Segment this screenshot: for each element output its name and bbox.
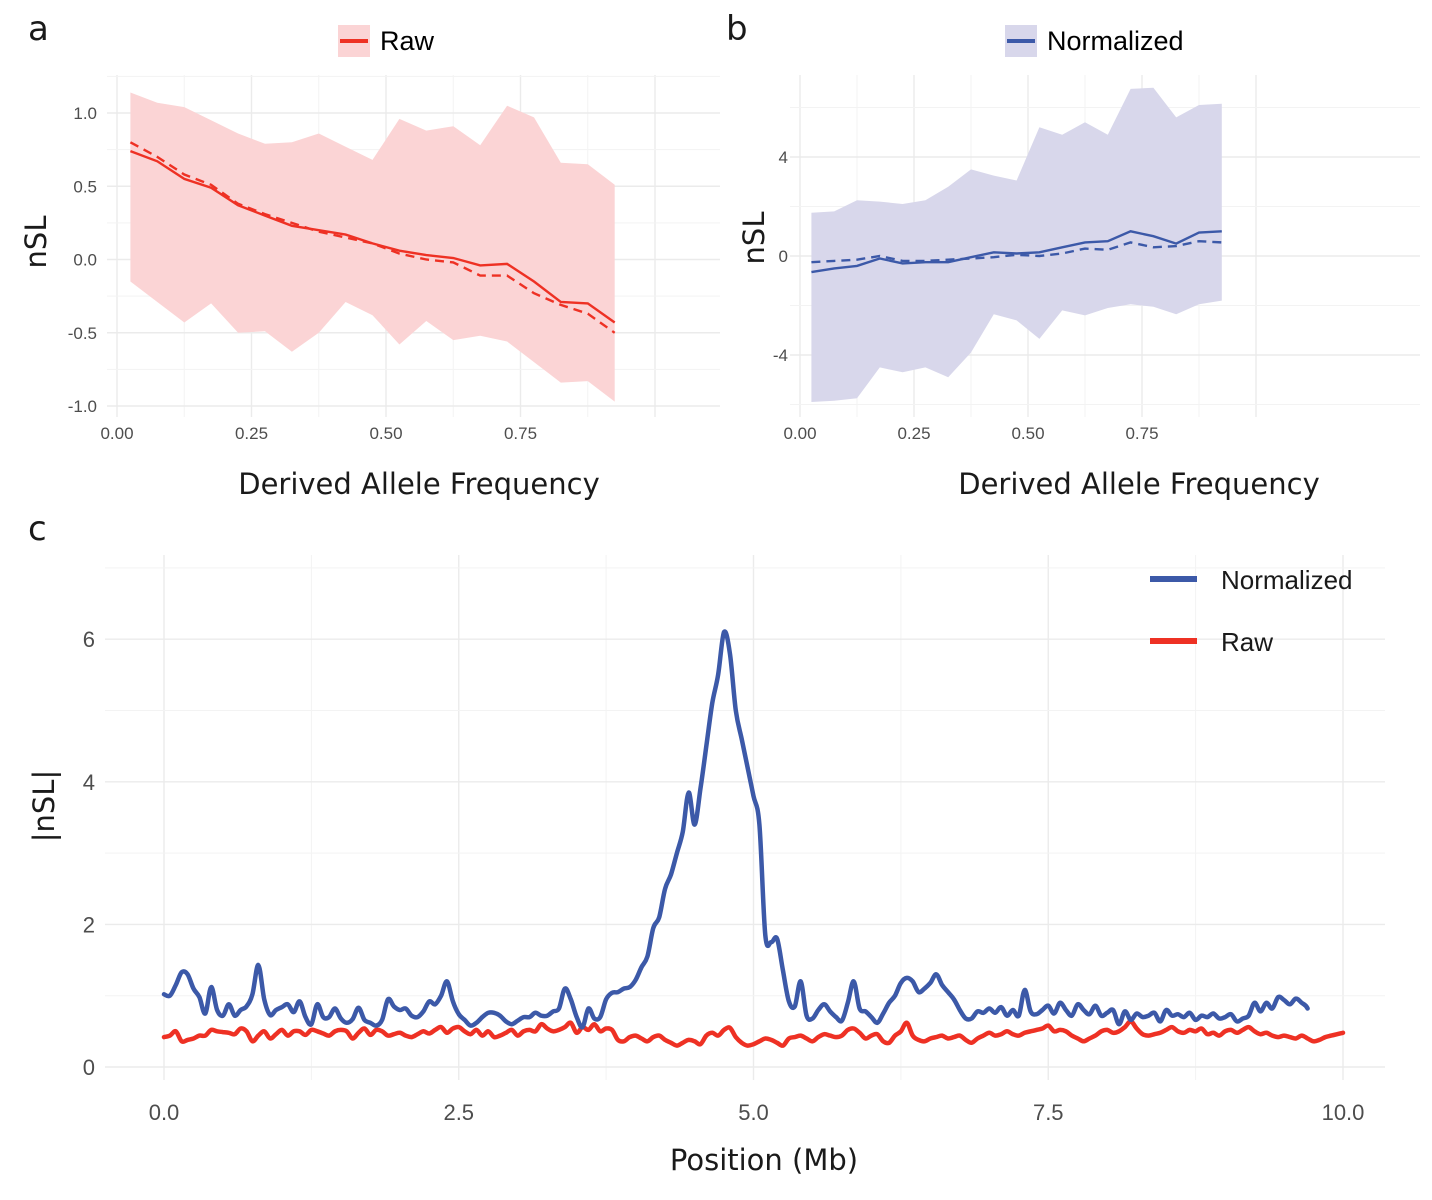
- y-tick-label: 0.0: [73, 251, 97, 270]
- panel-c-legend: Normalized Raw: [1150, 565, 1353, 657]
- x-tick-label: 0.25: [235, 424, 268, 443]
- panel-c-ticks: 0.0 2.5 5.0 7.5 10.0 6 4 2 0: [83, 627, 1365, 1125]
- raw-mean-line-solid: [129, 149, 616, 324]
- panel-b-label: b: [726, 9, 748, 49]
- x-tick-label: 0.25: [897, 424, 930, 443]
- x-tick-label: 0.00: [100, 424, 133, 443]
- y-tick-label: -0.5: [68, 324, 97, 343]
- panel-b: 0.00 0.25 0.50 0.75 4 0 -4 b Normalized Derive…: [726, 9, 1420, 501]
- y-tick-label: 1.0: [73, 104, 97, 123]
- panel-b-ticks: 0.00 0.25 0.50 0.75 4 0 -4: [773, 148, 1159, 443]
- normalized-series-line: [161, 629, 1310, 1030]
- x-tick-label: 0.00: [783, 424, 816, 443]
- y-tick-label: 0: [779, 247, 788, 266]
- panel-b-y-axis-title: nSL: [737, 212, 771, 265]
- x-tick-label: 0.50: [369, 424, 402, 443]
- y-tick-label: 4: [83, 770, 95, 795]
- x-tick-label: 5.0: [738, 1100, 769, 1125]
- panel-c-x-axis-title: Position (Mb): [670, 1143, 858, 1177]
- panel-a-marks: [129, 92, 616, 402]
- y-tick-label: 0: [83, 1055, 95, 1080]
- normalized-band: [811, 87, 1222, 402]
- panel-a-legend: Raw: [338, 25, 435, 57]
- panel-a: 0.00 0.25 0.50 0.751.00.50.0-0.5-1.0 a Raw …: [19, 9, 720, 501]
- x-tick-label: 0.75: [504, 424, 537, 443]
- y-tick-label: -4: [773, 346, 788, 365]
- panel-a-x-axis-title: Derived Allele Frequency: [238, 467, 600, 501]
- legend-label-raw-c: Raw: [1221, 627, 1273, 657]
- panel-a-ticks: 0.00 0.25 0.50 0.75 1.0 0.5 0.0 -0.5 -1.0: [68, 104, 537, 443]
- raw-median-line-dashed: [129, 141, 616, 334]
- panel-c-y-axis-title: |nSL|: [27, 770, 61, 843]
- y-tick-label: -1.0: [68, 397, 97, 416]
- x-tick-label: 10.0: [1322, 1100, 1365, 1125]
- x-tick-label: 7.5: [1033, 1100, 1064, 1125]
- panel-a-label: a: [28, 9, 49, 49]
- panel-c-label: c: [28, 509, 47, 549]
- panel-b-marks: [811, 87, 1222, 402]
- panel-a-y-axis-title: nSL: [19, 216, 53, 269]
- x-tick-label: 2.5: [443, 1100, 474, 1125]
- legend-label-normalized: Normalized: [1047, 26, 1184, 56]
- x-tick-label: 0.50: [1011, 424, 1044, 443]
- panel-b-legend: Normalized: [1005, 25, 1184, 57]
- normalized-median-line-dashed: [811, 239, 1222, 264]
- y-tick-label: 4: [779, 148, 788, 167]
- panel-b-x-axis-title: Derived Allele Frequency: [958, 467, 1320, 501]
- legend-label-normalized-c: Normalized: [1221, 565, 1353, 595]
- y-tick-label: 6: [83, 627, 95, 652]
- panel-c-grid: [105, 555, 1385, 1080]
- raw-band: [130, 92, 615, 402]
- x-tick-label: 0.75: [1125, 424, 1158, 443]
- y-tick-label: 2: [83, 912, 95, 937]
- panel-c: 0.0 2.5 5.0 7.5 10.0 6 4 2 0 c Normalized Raw Po…: [27, 509, 1385, 1177]
- raw-series-line: [161, 1019, 1346, 1048]
- y-tick-label: 0.5: [73, 177, 97, 196]
- normalized-mean-line-solid: [811, 230, 1222, 274]
- legend-label-raw: Raw: [380, 26, 435, 56]
- panel-c-marks: [161, 629, 1346, 1048]
- x-tick-label: 0.0: [149, 1100, 180, 1125]
